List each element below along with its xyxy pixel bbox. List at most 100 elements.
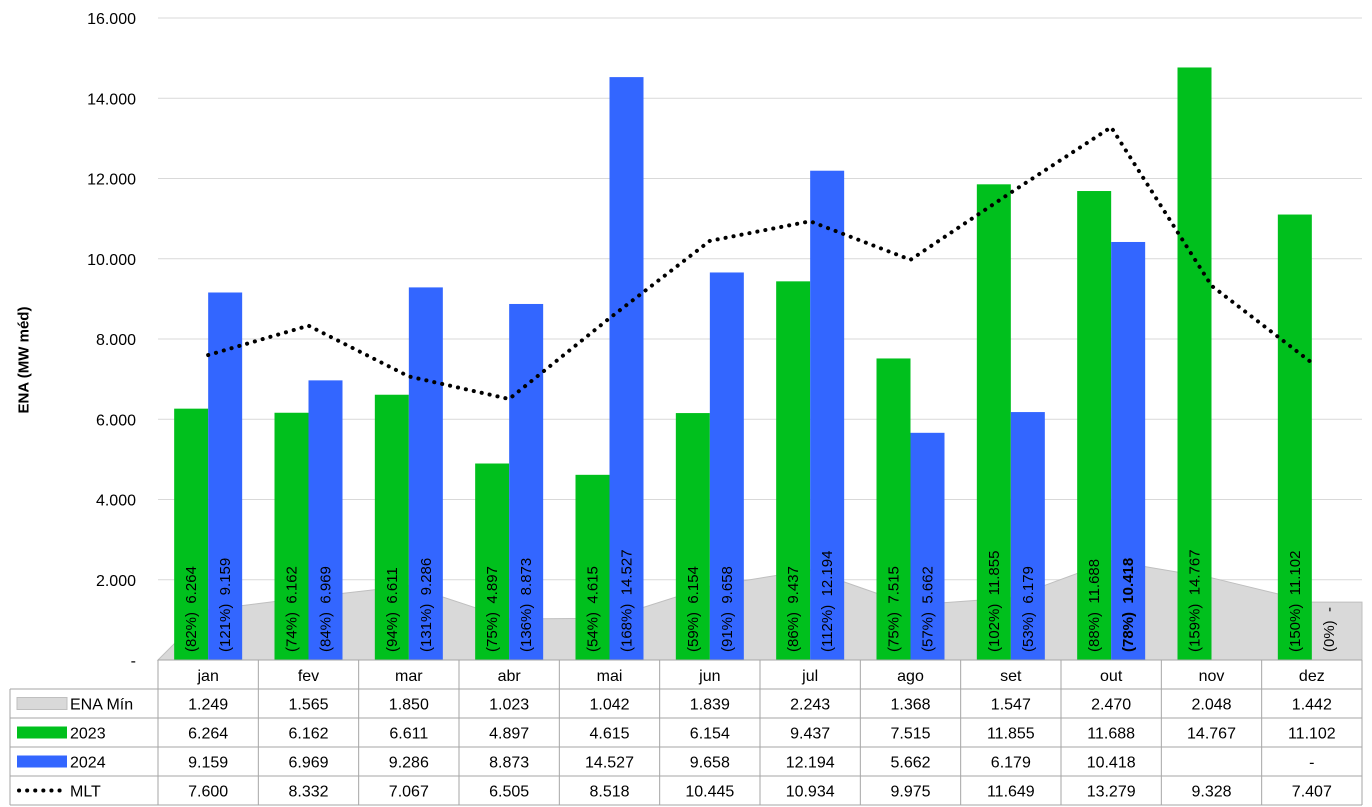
table-cell: 9.159 [188,755,228,772]
x-tick-label: ago [897,668,924,685]
bar-2024 [609,77,644,660]
table-cell: 5.662 [890,755,930,772]
legend-label: ENA Mín [70,697,133,714]
table-cell: 14.527 [585,755,634,772]
table-cell: 9.437 [790,726,830,743]
bar-2023-label: (88%) 11.688 [1086,559,1103,652]
bar-2024-label: (57%) 5.662 [920,566,937,652]
bar-2024-label: (78%) 10.418 [1120,558,1137,652]
ena-min-area [156,560,1363,661]
bar-2024-label: (131%) 9.286 [418,558,435,652]
bar-2023 [675,413,710,660]
legend-swatch-2024 [17,755,67,768]
table-cell: 6.969 [288,755,328,772]
y-tick-label: 12.000 [87,172,136,189]
mlt-line [206,124,1314,402]
y-tick-label: - [131,653,136,670]
bar-2024 [910,432,945,660]
bar-2023-label: (54%) 4.615 [585,566,602,652]
bar-2024 [208,292,243,660]
table-cell: 6.505 [489,784,529,801]
table-cell: 6.179 [991,755,1031,772]
table-cell: 4.615 [589,726,629,743]
bar-2024 [810,170,845,660]
bar-2024-label: (112%) 12.194 [819,551,836,652]
x-tick-label: abr [498,668,522,685]
bar-2024 [509,303,544,660]
bar-2023-label: (75%) 7.515 [886,566,903,652]
y-tick-label: 4.000 [96,493,136,510]
bar-2024-label: (168%) 14.527 [619,549,636,652]
table-cell: 6.162 [288,726,328,743]
ena-min-area-shape [156,560,1363,661]
table-cell: 1.368 [890,697,930,714]
y-tick-label: 14.000 [87,91,136,108]
table-cell: 8.518 [589,784,629,801]
bar-2024-label: (53%) 6.179 [1020,566,1037,652]
bar-2023 [876,358,911,660]
table-cell: 2.470 [1091,697,1131,714]
legend-label: 2024 [70,755,106,772]
table-cell: 11.688 [1087,726,1135,743]
y-axis-label-box: ENA (MW méd) [4,300,44,420]
x-tick-label: mai [597,668,623,685]
table-cell: 8.873 [489,755,529,772]
table-cell: 1.042 [589,697,629,714]
table-cell: 7.067 [389,784,429,801]
bar-2023-label: (159%) 14.767 [1187,549,1204,652]
bar-2023 [475,463,510,660]
bar-2023-label: (82%) 6.264 [183,566,200,652]
table-cell: 1.442 [1292,697,1332,714]
bar-2023-label: (86%) 9.437 [785,566,802,652]
bar-2023 [174,408,209,660]
legend-label: 2023 [70,726,106,743]
table-cell: 6.611 [389,726,428,743]
bar-2024 [408,287,443,660]
y-axis-label: ENA (MW méd) [15,306,33,414]
bar-2024 [1010,412,1045,660]
table-cell: 7.407 [1292,784,1332,801]
legend-swatch-2023 [17,726,67,739]
table-cell: 1.547 [991,697,1031,714]
bar-2024-label: (84%) 6.969 [318,566,335,652]
bar-2023 [374,394,409,660]
table-cell: 4.897 [489,726,529,743]
x-tick-label: jan [196,668,218,685]
bar-2023 [1177,67,1212,661]
y-tick-label: 2.000 [96,573,136,590]
y-tick-label: 16.000 [87,11,136,28]
mlt-line-path [206,124,1314,402]
table-cell: 7.515 [890,726,930,743]
bar-2023-label: (74%) 6.162 [284,566,301,652]
bar-2024 [709,272,744,660]
table-cell: - [1309,755,1314,772]
x-tick-label: jun [698,668,720,685]
legend-swatch-ena-min [16,697,68,710]
y-tick-label: 8.000 [96,332,136,349]
gridlines [158,17,1362,581]
table-cell: 12.194 [786,755,835,772]
table-cell: 1.850 [389,697,429,714]
bar-2023 [1277,214,1312,660]
table-cell: 1.839 [690,697,730,714]
bars: (82%) 6.264 (121%) 9.159 (74%) 6.162 (84%) … [174,67,1338,661]
x-tick-label: out [1100,668,1123,685]
bar-2024-label: (0%) - [1321,607,1338,652]
x-tick-label: nov [1199,668,1225,685]
table-cell: 9.975 [890,784,930,801]
x-tick-label: fev [298,668,319,685]
bar-2024 [1111,241,1146,660]
bar-2023-label: (94%) 6.611 [384,567,401,652]
table-cell: 1.249 [188,697,228,714]
table-cell: 9.328 [1191,784,1231,801]
table-cell: 13.279 [1087,784,1136,801]
table-cell: 2.243 [790,697,830,714]
table-cell: 9.658 [690,755,730,772]
table-cell: 1.023 [489,697,529,714]
y-tick-label: 10.000 [87,252,136,269]
bar-2023-label: (150%) 11.102 [1287,551,1304,652]
x-tick-label: set [1000,668,1022,685]
x-tick-label: jul [801,668,818,685]
table-cell: 1.565 [288,697,328,714]
